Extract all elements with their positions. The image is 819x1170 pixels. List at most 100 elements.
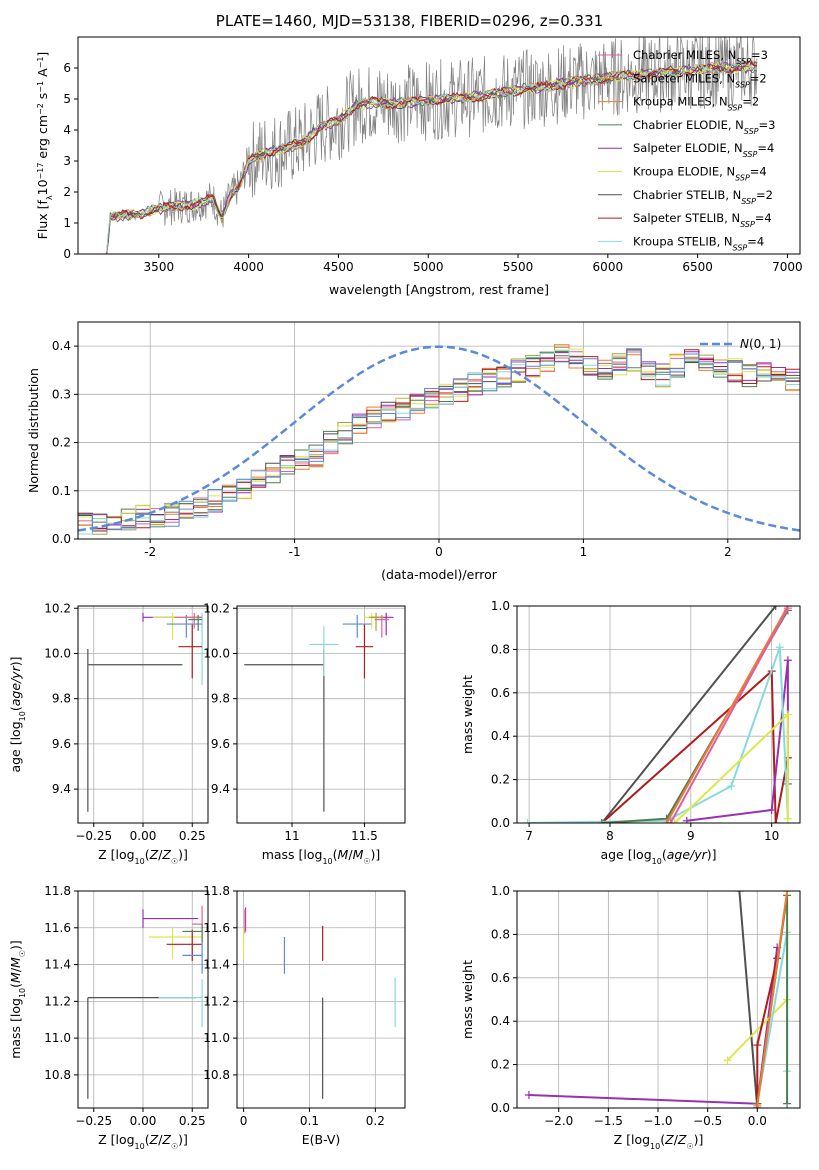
y-tick-label: 0.6 — [491, 971, 510, 985]
x-tick-label: 10 — [764, 829, 779, 843]
weight-series-marker — [523, 819, 532, 823]
x-tick-label: −0.25 — [75, 829, 112, 843]
x-tick-label: 0.00 — [130, 1114, 157, 1128]
legend-entry: Salpeter STELIB, NSSP=4 — [633, 211, 772, 229]
y-tick-label: 1.0 — [491, 599, 510, 613]
legend-entry: Salpeter MILES, NSSP=2 — [633, 71, 767, 89]
legend-entry: Chabrier MILES, NSSP=3 — [633, 48, 768, 66]
y-axis-label: mass weight — [460, 960, 475, 1039]
x-axis-label: E(B-V) — [302, 1132, 341, 1147]
y-tick-label: 0.2 — [52, 436, 71, 450]
normal-curve — [78, 345, 800, 532]
x-tick-label: 4000 — [233, 260, 264, 274]
x-tick-label: 0.25 — [179, 829, 206, 843]
error-bar-point — [309, 626, 339, 677]
error-bar-point — [368, 612, 384, 631]
histogram-series-step — [78, 351, 800, 530]
legend-entry: Kroupa STELIB, NSSP=4 — [633, 234, 764, 252]
plot-area — [244, 612, 394, 812]
weight-series-marker — [670, 819, 679, 823]
error-bar-point — [355, 624, 374, 679]
weight-series-marker — [775, 643, 784, 652]
weight-series-line — [601, 609, 789, 823]
weight-series-marker — [723, 1056, 732, 1065]
x-tick-label: -2 — [144, 545, 156, 559]
error-bar-point — [244, 648, 325, 812]
y-tick-label: 11.0 — [44, 1031, 71, 1045]
y-tick-label: 10.8 — [203, 1068, 230, 1082]
age-vs-z-axes: −0.25 0.00 0.25 9.4 9.6 9.8 10.0 10.2 Z [log10(Z… — [8, 601, 209, 866]
y-tick-label: 11.8 — [203, 884, 230, 898]
x-tick-label: 8 — [606, 829, 614, 843]
y-tick-label: 11.2 — [203, 994, 230, 1008]
mass-vs-ebv-axes: 0 0.1 0.2 10.8 11.0 11.2 11.4 11.6 11.8 E(B-V) — [203, 884, 406, 1147]
error-bar-point — [87, 997, 197, 1099]
error-bar-point — [182, 936, 203, 974]
weight-series-line — [756, 891, 789, 1106]
x-tick-label: 0 — [435, 545, 443, 559]
x-tick-label: −0.5 — [693, 1114, 722, 1128]
y-tick-label: 9.6 — [211, 737, 230, 751]
histogram-series-step — [78, 348, 800, 532]
x-tick-label: 4500 — [323, 260, 354, 274]
mass-vs-z-axes: −0.25 0.00 0.25 10.8 11.0 11.2 11.4 11.6 11.8 Z [… — [8, 884, 209, 1151]
weight-series-marker — [727, 782, 736, 791]
weight-series-line — [726, 998, 788, 1062]
x-tick-label: 0.2 — [366, 1114, 385, 1128]
y-tick-label: 0.0 — [491, 1101, 510, 1115]
weight-series-marker — [597, 819, 606, 823]
y-tick-label: 9.6 — [52, 737, 71, 751]
model-spectrum-line — [106, 61, 758, 254]
y-tick-label: 11.8 — [44, 884, 71, 898]
y-tick-label: 0.2 — [491, 1058, 510, 1072]
x-axis-label: Z [log10(Z/Z☉)] — [98, 1132, 188, 1151]
error-bar-point — [342, 615, 372, 638]
y-tick-label: 9.8 — [52, 692, 71, 706]
x-tick-label: 2 — [724, 545, 732, 559]
weight-series-marker — [666, 819, 675, 823]
x-tick-label: 5500 — [503, 260, 534, 274]
y-tick-label: 3 — [63, 154, 71, 168]
y-tick-label: 0.0 — [491, 816, 510, 830]
axes-frame — [236, 605, 406, 824]
x-tick-label: 0 — [240, 1114, 248, 1128]
error-bar-point — [166, 615, 203, 638]
error-bar-point — [178, 624, 203, 679]
error-bar-point — [142, 909, 199, 928]
error-bar-point — [371, 612, 394, 636]
legend-entry: Salpeter ELODIE, NSSP=4 — [633, 141, 774, 159]
histogram-series-step — [78, 351, 800, 531]
x-tick-label: 7 — [525, 829, 533, 843]
y-tick-label: 9.8 — [211, 692, 230, 706]
weight-series-marker — [783, 1099, 792, 1108]
axes-frame — [236, 890, 406, 1109]
y-tick-label: 2 — [63, 185, 71, 199]
y-tick-label: 5 — [63, 92, 71, 106]
x-tick-label: 9 — [687, 829, 695, 843]
y-tick-label: 11.0 — [203, 1031, 230, 1045]
error-bar-point — [87, 648, 183, 812]
histogram-series-step — [78, 349, 800, 523]
error-bar-point — [192, 905, 203, 936]
y-axis-label: Flux [fλ10−17 erg cm−2 s−1 A−1] — [35, 52, 54, 240]
plot-area — [524, 891, 792, 1108]
model-spectrum-line — [106, 59, 758, 254]
y-tick-label: 10.0 — [44, 646, 71, 660]
weight-series-marker — [771, 819, 780, 823]
plot-area — [87, 905, 203, 1099]
weight-series-marker — [682, 816, 691, 823]
x-tick-label: −1.0 — [643, 1114, 672, 1128]
x-tick-label: 3500 — [144, 260, 175, 274]
error-bar-point — [148, 927, 203, 960]
y-axis-label: mass [log10(M/M☉)] — [8, 940, 27, 1059]
y-tick-label: 0.8 — [491, 927, 510, 941]
spectrum-axes: 3500 4000 4500 5000 5500 6000 6500 7000 0 1 2 3 4 5 6 C… — [35, 36, 803, 297]
weight-series-marker — [753, 1041, 762, 1050]
weight-vs-age-axes: 7 8 9 10 0.0 0.2 0.4 0.6 0.8 1.0 age [log10(age/yr… — [460, 599, 801, 866]
x-tick-label: 7000 — [772, 260, 803, 274]
axes-frame — [516, 605, 801, 824]
x-tick-label: 5000 — [413, 260, 444, 274]
x-tick-label: 0.00 — [130, 829, 157, 843]
y-tick-label: 1 — [63, 216, 71, 230]
x-axis-label: Z [log10(Z/Z☉)] — [98, 847, 188, 866]
